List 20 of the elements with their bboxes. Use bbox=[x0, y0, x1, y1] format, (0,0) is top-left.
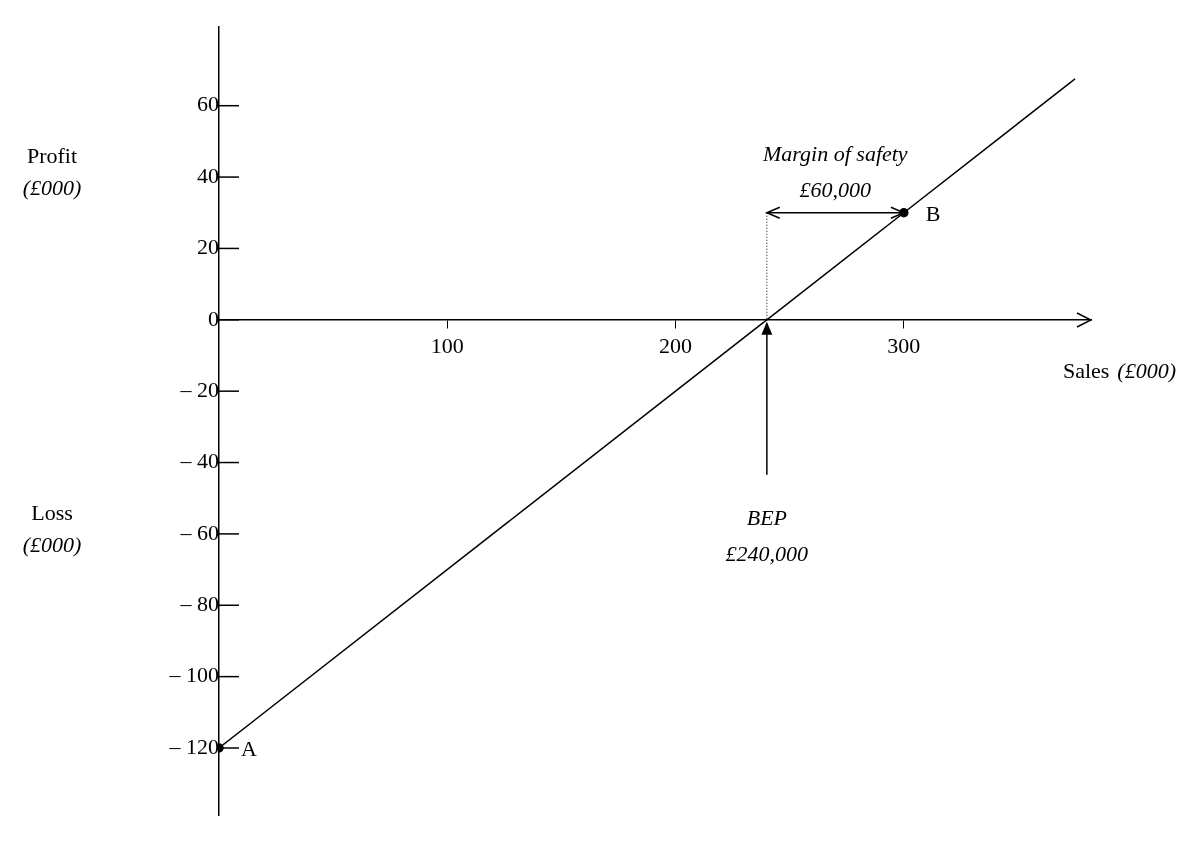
y-tick-label: 40 bbox=[197, 162, 219, 188]
x-tick-label: 100 bbox=[430, 332, 464, 358]
y-tick-label: 60 bbox=[197, 91, 219, 117]
x-tick-label: 300 bbox=[887, 332, 921, 358]
y-tick-label: – 100 bbox=[168, 662, 219, 688]
x-tick-label: 200 bbox=[659, 332, 693, 358]
y-tick-label: – 60 bbox=[179, 519, 219, 545]
y-tick-label: 20 bbox=[197, 234, 219, 260]
annotation: Margin of safety £60,000 bbox=[762, 140, 908, 202]
y-tick-label: – 80 bbox=[179, 591, 219, 617]
annotation: B bbox=[925, 200, 941, 226]
x-axis-title: Sales (£000) bbox=[1062, 357, 1176, 383]
annotation: A bbox=[241, 735, 257, 761]
y-tick-label: – 120 bbox=[168, 733, 219, 759]
y-tick-label: 0 bbox=[208, 305, 219, 331]
y-axis-title: Profit (£000) bbox=[22, 143, 82, 201]
ref-line-label: BEP £240,000 bbox=[725, 504, 809, 566]
y-tick-label: – 40 bbox=[179, 448, 219, 474]
y-tick-label: – 20 bbox=[179, 376, 219, 402]
text: Loss (£000) bbox=[22, 499, 82, 557]
